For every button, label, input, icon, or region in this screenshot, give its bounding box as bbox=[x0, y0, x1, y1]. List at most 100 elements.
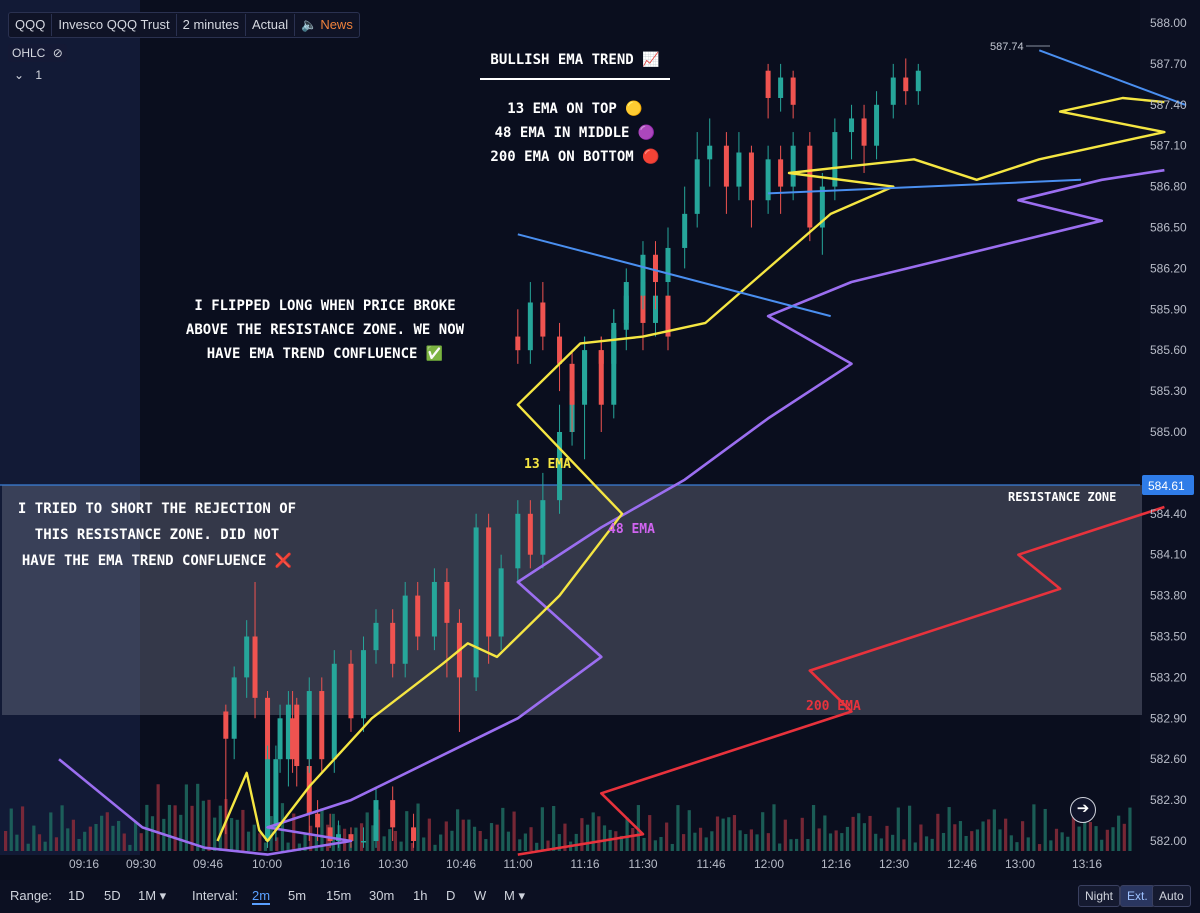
trend-line[interactable] bbox=[1038, 49, 1186, 106]
volume-bar bbox=[348, 843, 352, 851]
interval-5m[interactable]: 5m bbox=[288, 888, 307, 903]
volume-bar bbox=[710, 831, 714, 851]
volume-bar bbox=[845, 826, 850, 851]
volume-bar bbox=[246, 831, 251, 851]
auto-toggle[interactable]: Auto bbox=[1152, 885, 1191, 907]
candle-body bbox=[682, 213, 688, 248]
candle-body bbox=[598, 350, 604, 364]
ohlc-legend[interactable]: OHLC ⊘ bbox=[8, 44, 67, 62]
volume-bar bbox=[167, 804, 172, 851]
symbol-name: Invesco QQQ Trust bbox=[52, 14, 177, 36]
volume-bar bbox=[1071, 811, 1076, 851]
news-button[interactable]: 🔈 News bbox=[295, 14, 359, 36]
candle-body bbox=[652, 254, 658, 283]
volume-bar bbox=[405, 811, 409, 851]
volume-bar bbox=[1060, 832, 1064, 851]
time-tick-label: 09:46 bbox=[193, 857, 223, 871]
volume-bar bbox=[732, 815, 737, 851]
price-tick-label: 585.30 bbox=[1150, 384, 1187, 398]
interval-2m[interactable]: 2m bbox=[252, 888, 271, 905]
candle-body bbox=[415, 595, 421, 637]
interval-1h[interactable]: 1h bbox=[413, 888, 428, 903]
interval-label: Interval: bbox=[192, 888, 239, 903]
volume-bar bbox=[280, 803, 285, 851]
candle-body bbox=[849, 118, 855, 133]
volume-bar bbox=[303, 833, 307, 851]
volume-bar bbox=[66, 828, 70, 851]
volume-bar bbox=[77, 838, 81, 851]
scroll-to-latest-button[interactable]: ➔ bbox=[1070, 797, 1096, 823]
volume-bar bbox=[755, 834, 759, 851]
interval-30m[interactable]: 30m bbox=[369, 888, 395, 903]
volume-bar bbox=[1083, 811, 1087, 851]
range-1m[interactable]: 1M ▾ bbox=[138, 888, 167, 903]
candle-body bbox=[319, 691, 325, 760]
candle-body bbox=[903, 77, 909, 92]
volume-bar bbox=[958, 821, 963, 851]
volume-bar bbox=[218, 805, 222, 851]
volume-bar bbox=[619, 835, 624, 851]
volume-bar bbox=[738, 830, 742, 851]
range-1d[interactable]: 1D bbox=[68, 888, 85, 903]
candle-body bbox=[723, 145, 729, 187]
volume-bar bbox=[512, 811, 516, 851]
candle-body bbox=[498, 568, 504, 637]
volume-bar bbox=[744, 834, 748, 851]
price-tick-label: 582.00 bbox=[1150, 834, 1187, 848]
night-toggle[interactable]: Night bbox=[1078, 885, 1121, 907]
candle-body bbox=[348, 663, 354, 719]
ext-toggle[interactable]: Ext. bbox=[1120, 885, 1155, 907]
interval-15m[interactable]: 15m bbox=[326, 888, 352, 903]
volume-bar bbox=[111, 825, 115, 851]
time-tick-label: 11:30 bbox=[628, 857, 657, 871]
volume-bar bbox=[998, 829, 1002, 851]
volume-bar bbox=[1077, 826, 1081, 851]
trend-line[interactable] bbox=[768, 178, 1082, 195]
indicator-collapse[interactable]: ⌄ 1 bbox=[14, 68, 42, 82]
eye-off-icon[interactable]: ⊘ bbox=[52, 46, 63, 60]
volume-bar bbox=[258, 833, 262, 851]
candle-body bbox=[611, 329, 617, 364]
volume-bar bbox=[597, 816, 601, 851]
price-tick-label: 585.90 bbox=[1150, 302, 1187, 316]
volume-bar bbox=[1043, 808, 1047, 851]
volume-bar bbox=[896, 807, 900, 851]
candle-body bbox=[360, 841, 366, 843]
volume-bar bbox=[26, 843, 30, 851]
volume-bar bbox=[715, 816, 720, 851]
volume-bar bbox=[32, 825, 36, 851]
interval-w[interactable]: W bbox=[474, 888, 487, 903]
volume-bar bbox=[213, 817, 217, 851]
mode-selector[interactable]: Actual bbox=[246, 14, 296, 36]
volume-bar bbox=[269, 816, 273, 851]
volume-bar bbox=[947, 807, 951, 851]
volume-bar bbox=[874, 833, 878, 851]
symbol-ticker[interactable]: QQQ bbox=[9, 14, 53, 36]
volume-bar bbox=[150, 816, 155, 851]
volume-bar bbox=[585, 824, 590, 851]
price-tick-label: 583.50 bbox=[1150, 630, 1187, 644]
range-5d[interactable]: 5D bbox=[104, 888, 121, 903]
volume-bar bbox=[354, 827, 358, 851]
price-chart[interactable]: 588.00 587.70 587.40 587.10 586.80 586.50 586.… bbox=[0, 0, 1200, 880]
volume-bar bbox=[416, 803, 420, 851]
short-note-line: HAVE THE EMA TREND CONFLUENCE ❌ bbox=[21, 553, 293, 569]
trend-line[interactable] bbox=[517, 233, 831, 318]
interval-d[interactable]: D bbox=[446, 888, 456, 903]
resistance-zone-label: RESISTANCE ZONE bbox=[1008, 490, 1117, 504]
candle-body bbox=[707, 145, 713, 160]
volume-bar bbox=[365, 812, 369, 851]
candle-body bbox=[294, 704, 300, 767]
candle-body bbox=[790, 145, 796, 187]
interval-selector[interactable]: 2 minutes bbox=[177, 14, 246, 36]
volume-bar bbox=[83, 831, 87, 851]
volume-bar bbox=[1111, 827, 1115, 851]
candle-body bbox=[444, 581, 450, 623]
volume-bar bbox=[563, 823, 567, 851]
price-tick-label: 588.00 bbox=[1150, 16, 1187, 30]
candle-body bbox=[252, 636, 258, 698]
price-tick-label: 584.10 bbox=[1150, 548, 1187, 562]
interval-m[interactable]: M ▾ bbox=[504, 888, 525, 903]
trend-line-3: 200 EMA ON BOTTOM 🔴 bbox=[490, 149, 660, 165]
volume-bar bbox=[196, 783, 200, 851]
